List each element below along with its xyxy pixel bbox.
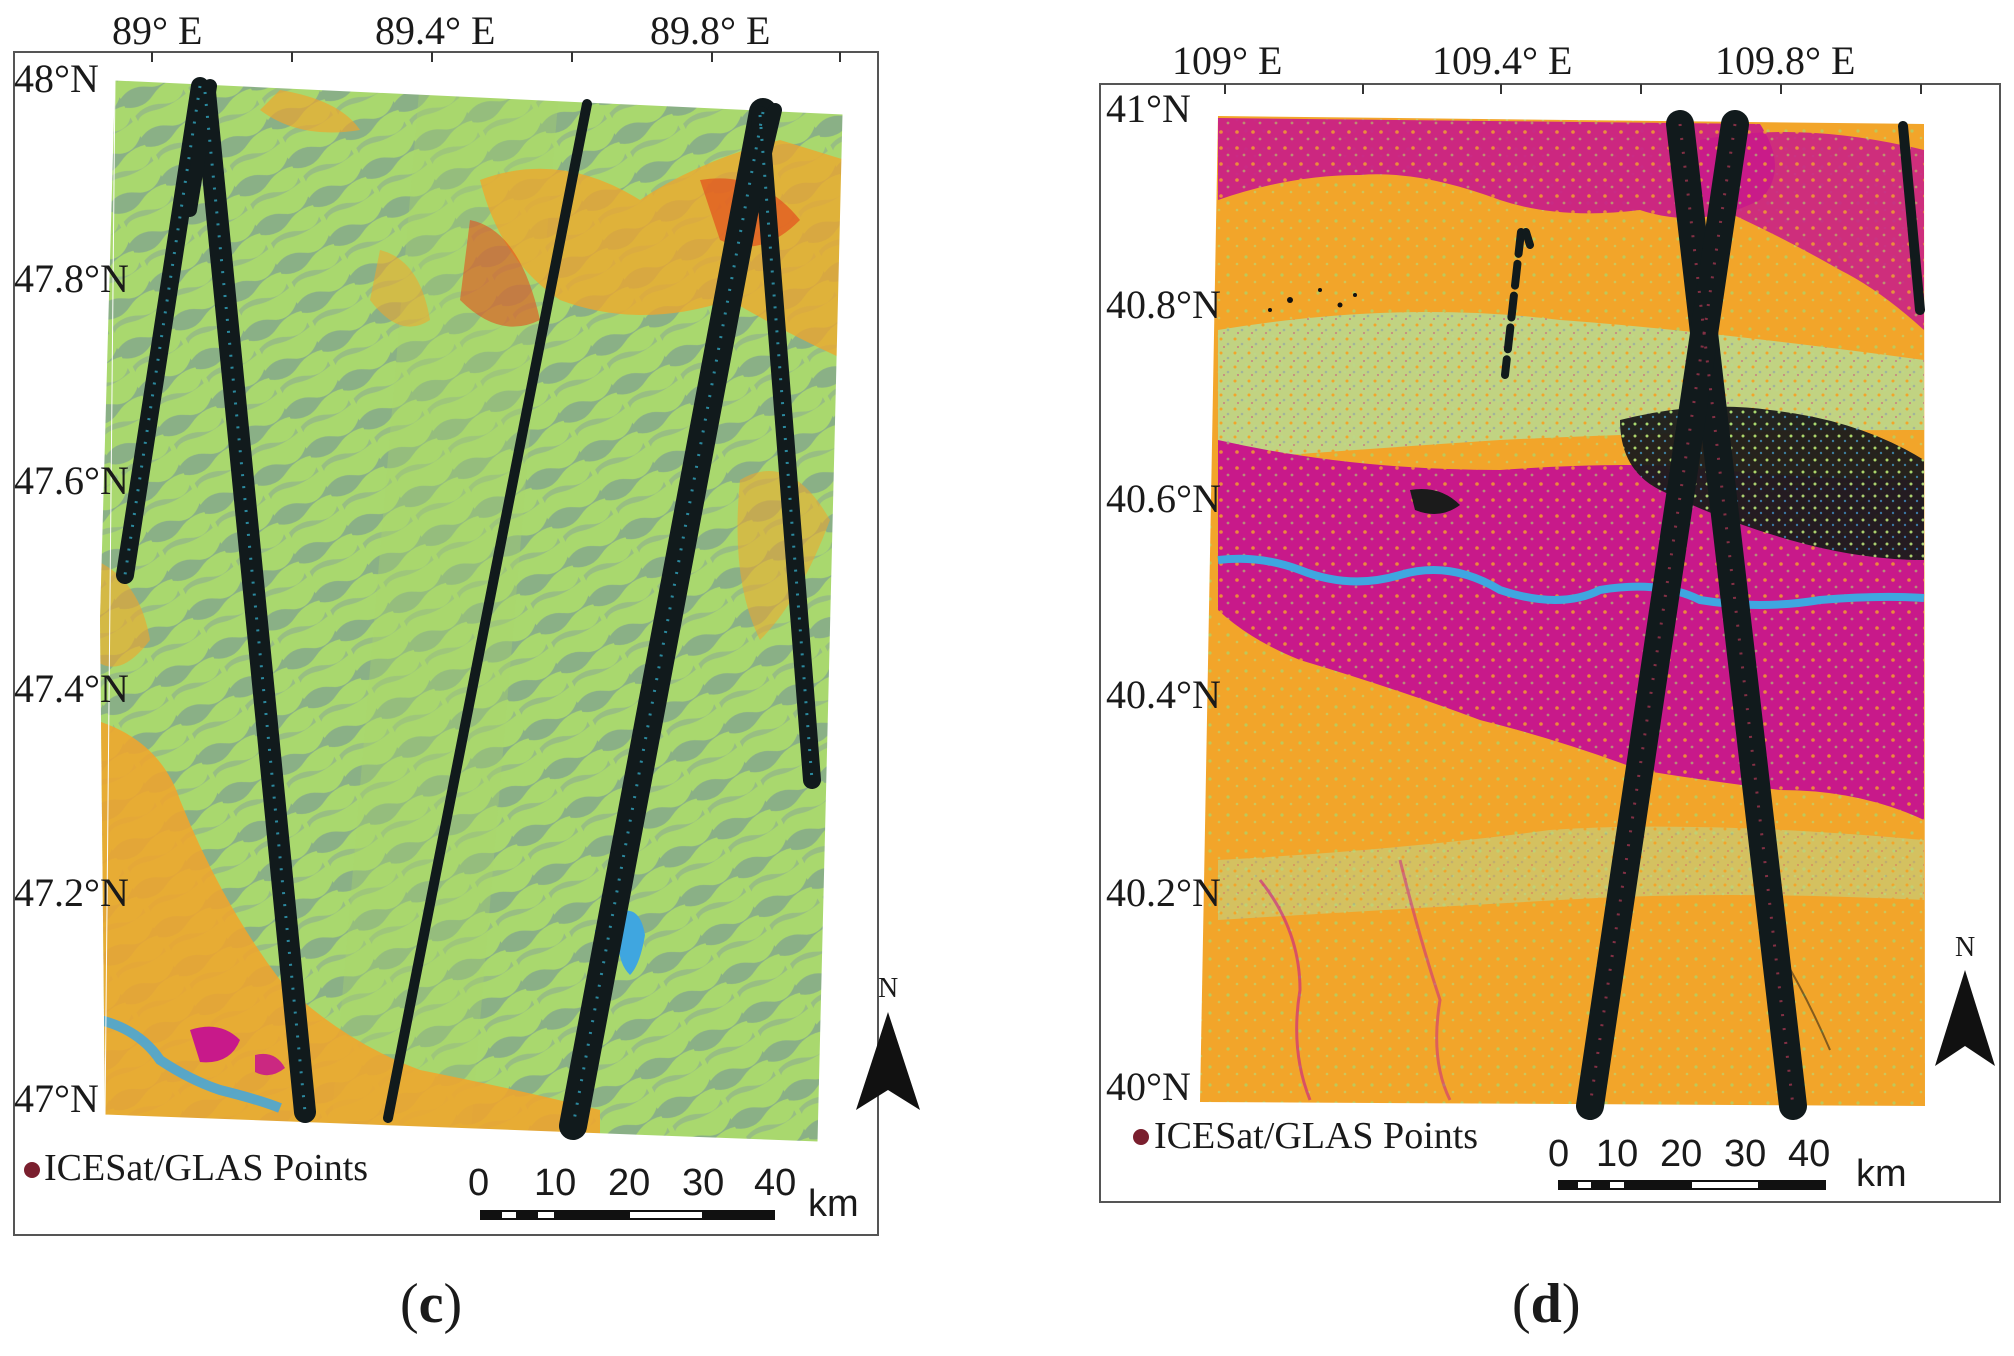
lat-label: 40°N bbox=[1106, 1064, 1191, 1109]
scale-tick: 40 bbox=[1788, 1133, 1830, 1175]
scale-tick: 0 bbox=[468, 1162, 489, 1204]
caption-letter: c bbox=[418, 1273, 444, 1335]
north-arrow-icon bbox=[856, 1012, 920, 1110]
scale-unit: km bbox=[808, 1183, 859, 1225]
panel-c-scale-bar: 0 10 20 30 40 km bbox=[468, 1162, 859, 1225]
panel-c-north-arrow: N bbox=[856, 973, 920, 1110]
scale-tick: 10 bbox=[534, 1162, 576, 1204]
panel-d-legend: ICESat/GLAS Points bbox=[1133, 1115, 1478, 1157]
scale-unit: km bbox=[1856, 1153, 1907, 1195]
lon-label: 109.8° E bbox=[1715, 38, 1855, 83]
panel-d-landcover-map bbox=[1200, 116, 1925, 1106]
panel-c-caption: (c) bbox=[400, 1273, 463, 1335]
panel-d-caption: (d) bbox=[1512, 1273, 1581, 1335]
track-c3 bbox=[383, 99, 592, 1123]
legend-label: ICESat/GLAS Points bbox=[44, 1147, 368, 1189]
legend-dot-icon bbox=[1133, 1129, 1149, 1145]
lon-label: 89.8° E bbox=[650, 8, 770, 53]
scale-tick: 40 bbox=[754, 1162, 796, 1204]
legend-dot-icon bbox=[24, 1162, 40, 1178]
lat-label: 47.4°N bbox=[14, 666, 129, 711]
lat-label: 40.8°N bbox=[1106, 282, 1221, 327]
track-c4 bbox=[559, 98, 777, 1140]
panel-d-scale-bar: 0 10 20 30 40 km bbox=[1548, 1133, 1907, 1195]
panel-c-lat-axis: 48°N 47.8°N 47.6°N 47.4°N 47.2°N 47°N bbox=[14, 56, 129, 1121]
panel-c-landcover-map bbox=[100, 80, 843, 1142]
legend-label: ICESat/GLAS Points bbox=[1154, 1115, 1478, 1157]
lat-label: 40.2°N bbox=[1106, 870, 1221, 915]
lat-label: 47.2°N bbox=[14, 870, 129, 915]
panel-d-north-arrow: N bbox=[1935, 932, 1995, 1066]
panel-c-legend: ICESat/GLAS Points bbox=[24, 1147, 368, 1189]
lat-label: 40.4°N bbox=[1106, 672, 1221, 717]
scale-tick: 20 bbox=[1660, 1133, 1702, 1175]
scale-tick: 30 bbox=[682, 1162, 724, 1204]
track-c1 bbox=[116, 77, 209, 584]
lat-label: 47°N bbox=[14, 1076, 99, 1121]
scale-tick: 20 bbox=[608, 1162, 650, 1204]
lat-label: 41°N bbox=[1106, 86, 1191, 131]
track-d4 bbox=[1501, 228, 1525, 379]
panel-d-frame bbox=[1099, 83, 2001, 1203]
lon-label: 109.4° E bbox=[1432, 38, 1572, 83]
panel-c-frame bbox=[13, 51, 879, 1236]
panel-c-tracks bbox=[116, 77, 821, 1140]
scale-tick: 10 bbox=[1596, 1133, 1638, 1175]
north-label: N bbox=[1955, 932, 1975, 963]
north-label: N bbox=[878, 973, 898, 1004]
panel-c-lon-axis: 89° E 89.4° E 89.8° E bbox=[112, 8, 841, 62]
lat-label: 40.6°N bbox=[1106, 476, 1221, 521]
track-c5 bbox=[751, 106, 821, 789]
caption-letter: d bbox=[1530, 1273, 1562, 1335]
north-arrow-icon bbox=[1935, 970, 1995, 1066]
lat-label: 47.8°N bbox=[14, 256, 129, 301]
panel-d-lon-axis: 109° E 109.4° E 109.8° E bbox=[1172, 38, 1922, 94]
lon-label: 89.4° E bbox=[375, 8, 495, 53]
lat-label: 48°N bbox=[14, 56, 99, 101]
panel-d: 109° E 109.4° E 109.8° E 41°N 40.8°N 40.… bbox=[1099, 38, 2001, 1203]
panel-c: 89° E 89.4° E 89.8° E 48°N 47.8°N 47.6°N… bbox=[13, 8, 920, 1236]
panel-d-lat-axis: 41°N 40.8°N 40.6°N 40.4°N 40.2°N 40°N bbox=[1106, 86, 1221, 1109]
lon-label: 89° E bbox=[112, 8, 202, 53]
scale-tick: 30 bbox=[1724, 1133, 1766, 1175]
lat-label: 47.6°N bbox=[14, 458, 129, 503]
scale-tick: 0 bbox=[1548, 1133, 1569, 1175]
lon-label: 109° E bbox=[1172, 38, 1282, 83]
track-c2 bbox=[194, 81, 316, 1123]
track-d3 bbox=[1898, 121, 1925, 315]
